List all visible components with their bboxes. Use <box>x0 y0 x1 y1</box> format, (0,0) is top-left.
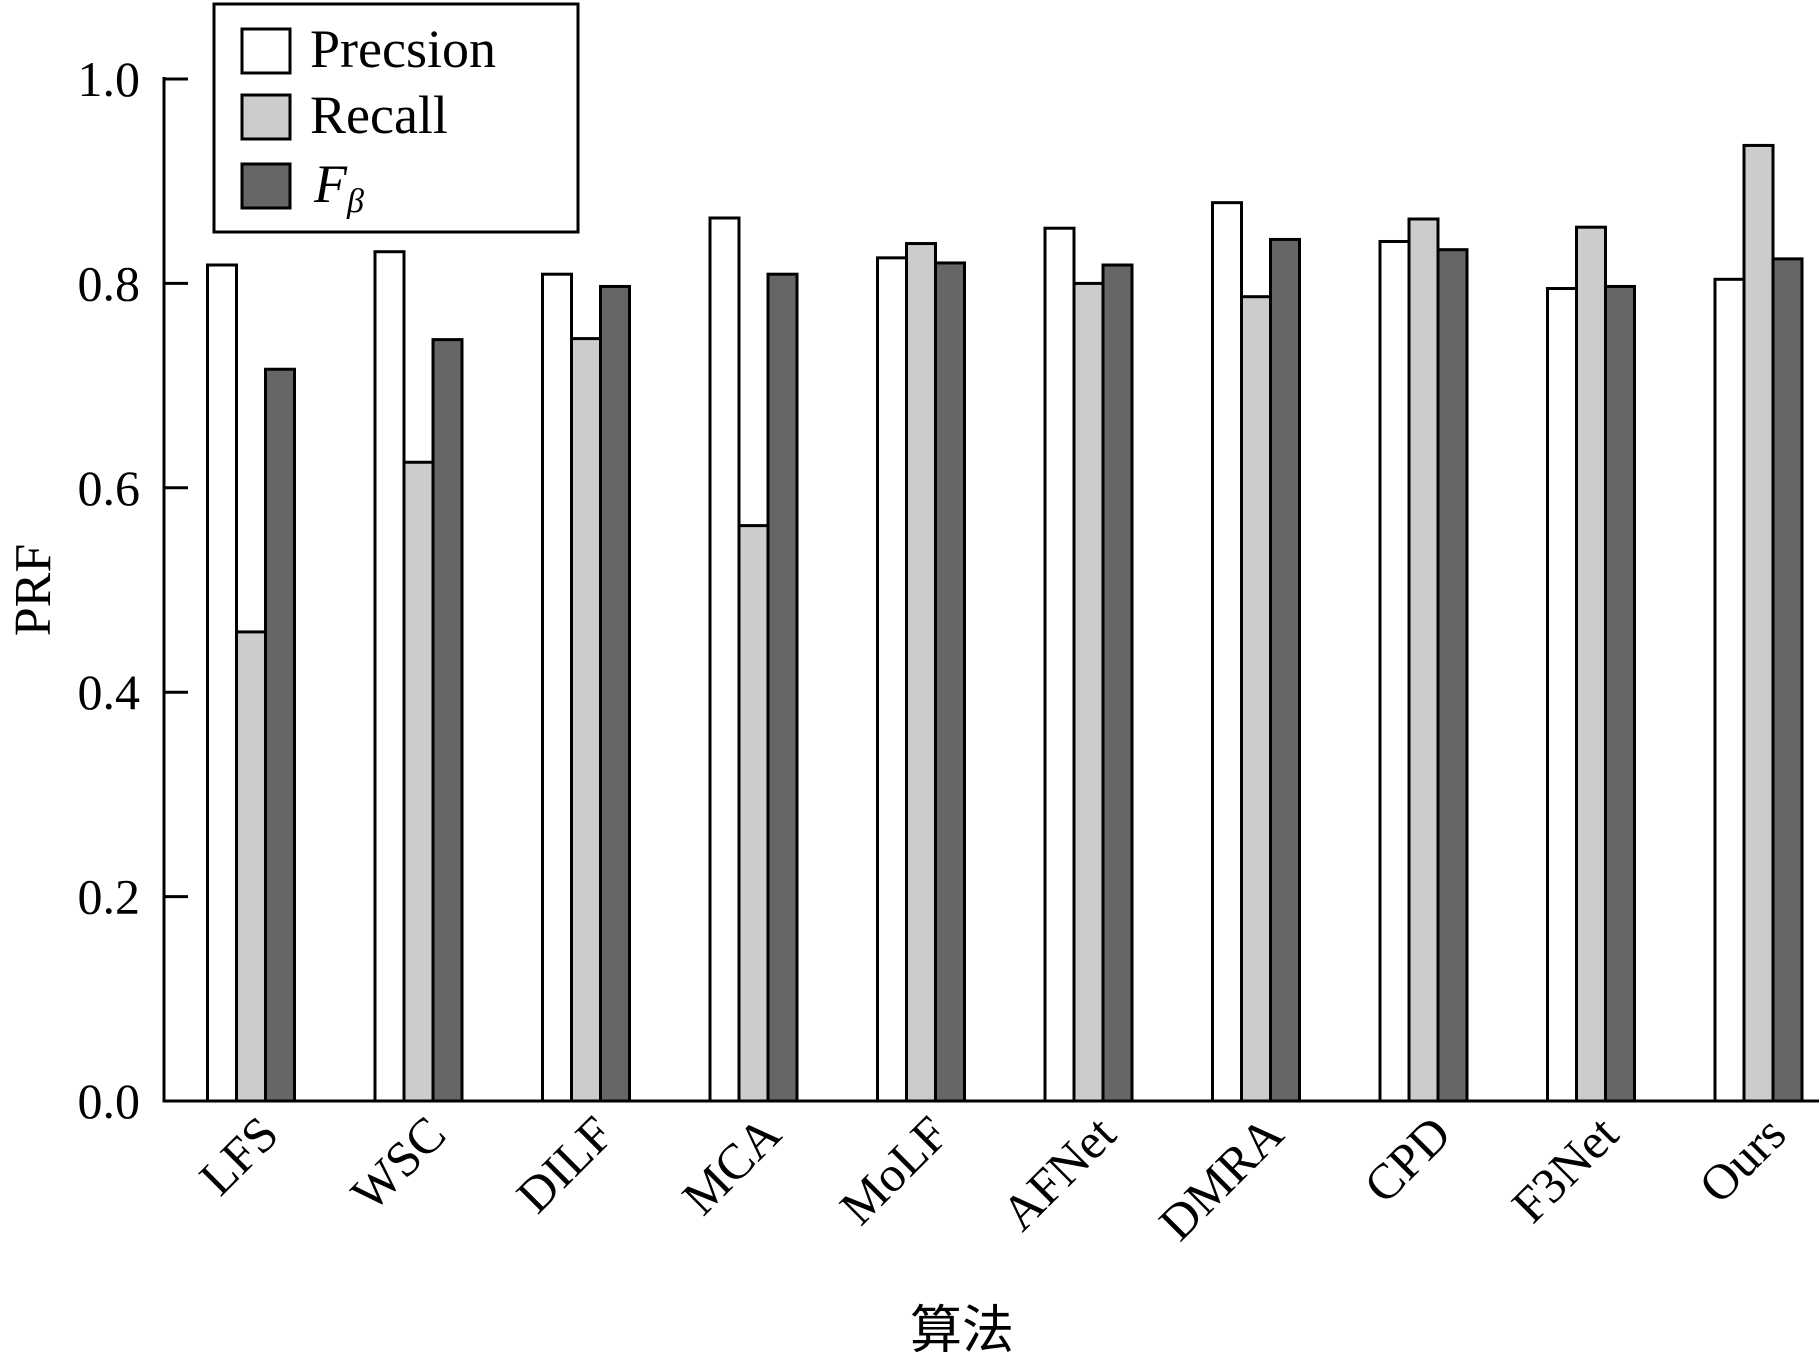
bar-molf-recall <box>905 242 937 1103</box>
x-category-label: DILF <box>506 1105 624 1223</box>
bar-lfs-recall <box>235 630 267 1103</box>
bars-group <box>206 143 1804 1103</box>
y-axis-title: PRF <box>5 544 62 637</box>
y-tick-label: 0.0 <box>78 1073 141 1129</box>
x-category-label: WSC <box>340 1105 456 1221</box>
bar-ours-precision <box>1713 277 1746 1103</box>
x-category-label: CPD <box>1353 1105 1461 1213</box>
bar-lfs-precision <box>206 263 238 1103</box>
bar-dilf-f-beta <box>599 284 631 1103</box>
x-category-label: DMRA <box>1148 1105 1294 1251</box>
legend-swatch-f-beta <box>240 162 292 210</box>
bar-ours-f-beta <box>1771 257 1804 1103</box>
x-category-label: Ours <box>1688 1105 1796 1213</box>
bar-afnet-precision <box>1043 226 1076 1103</box>
legend-f-main: F <box>313 154 348 214</box>
bar-afnet-f-beta <box>1101 263 1134 1103</box>
legend-label-precision: Precsion <box>310 19 496 79</box>
bar-dmra-recall <box>1240 295 1272 1103</box>
y-ticks-group: 0.0 0.2 0.4 0.6 0.8 1.0 <box>78 51 188 1129</box>
y-tick-label: 1.0 <box>78 51 141 107</box>
bar-dmra-precision <box>1211 201 1243 1103</box>
bar-molf-f-beta <box>934 261 966 1103</box>
bar-mca-precision <box>708 216 741 1103</box>
y-tick-label: 0.2 <box>78 869 141 925</box>
bar-cpd-recall <box>1407 217 1440 1103</box>
y-tick-label: 0.6 <box>78 460 141 516</box>
x-category-label: F3Net <box>1501 1105 1629 1233</box>
x-category-label: AFNet <box>990 1105 1126 1241</box>
bar-wsc-precision <box>373 250 406 1103</box>
bar-dilf-precision <box>541 272 573 1103</box>
x-axis-title: 算法 <box>910 1303 1014 1360</box>
y-tick-label: 0.4 <box>78 664 141 720</box>
bar-mca-recall <box>737 524 770 1103</box>
bar-cpd-f-beta <box>1436 248 1469 1103</box>
bar-mca-f-beta <box>766 272 799 1103</box>
bar-cpd-precision <box>1378 239 1411 1103</box>
x-category-label: MoLF <box>829 1105 959 1235</box>
y-tick-label: 0.8 <box>78 255 141 311</box>
bar-f3net-recall <box>1575 225 1607 1103</box>
axes-group <box>162 77 1819 1103</box>
bar-lfs-f-beta <box>264 367 296 1103</box>
x-category-label: MCA <box>671 1105 791 1225</box>
legend-label-recall: Recall <box>310 85 448 145</box>
legend-swatch-precision <box>240 27 292 75</box>
bar-dilf-recall <box>570 337 602 1103</box>
bar-afnet-recall <box>1072 281 1105 1103</box>
bar-wsc-recall <box>402 460 435 1103</box>
bar-dmra-f-beta <box>1269 237 1301 1103</box>
bar-molf-precision <box>876 256 908 1103</box>
legend: Precsion Recall Fβ <box>212 2 580 234</box>
bar-ours-recall <box>1742 143 1775 1103</box>
x-labels-group: LFS WSC DILF MCA MoLF AFNet DMRA CPD F3Net Ours <box>188 1105 1796 1251</box>
x-category-label: LFS <box>188 1105 289 1206</box>
bar-f3net-precision <box>1546 287 1578 1103</box>
bar-f3net-f-beta <box>1604 284 1636 1103</box>
legend-f-subscript: β <box>346 183 364 220</box>
legend-swatch-recall <box>240 93 292 141</box>
bar-wsc-f-beta <box>431 338 464 1103</box>
legend-label-f-beta: Fβ <box>313 154 364 220</box>
